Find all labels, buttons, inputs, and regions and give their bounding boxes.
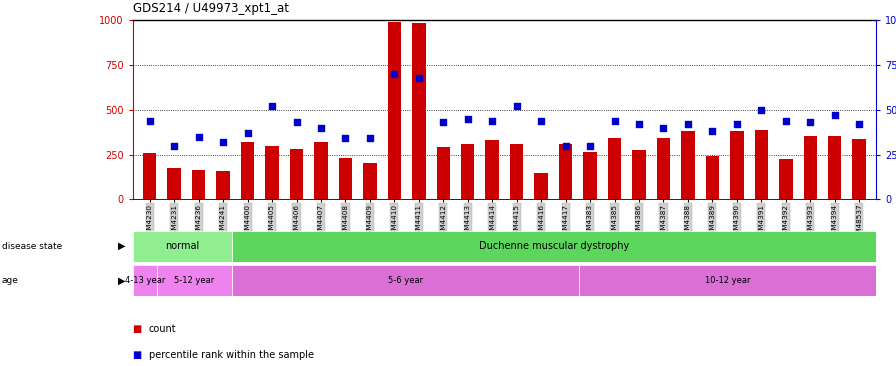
Text: ■: ■ xyxy=(133,350,145,360)
Bar xyxy=(657,138,670,199)
Bar xyxy=(706,156,719,199)
Point xyxy=(803,119,817,125)
Bar xyxy=(158,265,232,296)
Text: percentile rank within the sample: percentile rank within the sample xyxy=(149,350,314,360)
Bar xyxy=(388,22,401,199)
Point xyxy=(339,135,353,141)
Point xyxy=(828,112,842,118)
Text: normal: normal xyxy=(165,241,199,251)
Bar xyxy=(534,173,547,199)
Point xyxy=(681,121,695,127)
Text: Duchenne muscular dystrophy: Duchenne muscular dystrophy xyxy=(478,241,629,251)
Bar xyxy=(232,265,579,296)
Bar xyxy=(265,146,279,199)
Point xyxy=(216,139,230,145)
Bar xyxy=(168,168,181,199)
Bar xyxy=(436,147,450,199)
Point xyxy=(167,143,181,149)
Point xyxy=(852,121,866,127)
Point xyxy=(436,119,451,125)
Point xyxy=(265,103,280,109)
Bar xyxy=(314,142,328,199)
Bar xyxy=(681,131,694,199)
Point xyxy=(411,75,426,81)
Bar xyxy=(779,159,792,199)
Bar xyxy=(143,153,157,199)
Bar xyxy=(730,131,744,199)
Point xyxy=(583,143,598,149)
Bar xyxy=(133,265,158,296)
Point xyxy=(240,130,254,136)
Bar xyxy=(217,171,230,199)
Bar xyxy=(192,170,205,199)
Bar xyxy=(510,144,523,199)
Point xyxy=(485,117,499,123)
Text: ▶: ▶ xyxy=(118,276,125,286)
Bar xyxy=(828,136,841,199)
Point xyxy=(363,135,377,141)
Text: count: count xyxy=(149,324,177,335)
Point xyxy=(705,128,719,134)
Point xyxy=(558,143,573,149)
Bar xyxy=(852,139,866,199)
Point xyxy=(142,117,157,123)
Point xyxy=(387,71,401,77)
Point xyxy=(656,125,670,131)
Point xyxy=(289,119,304,125)
Bar xyxy=(754,130,768,199)
Text: age: age xyxy=(2,276,19,285)
Bar xyxy=(583,152,597,199)
Bar xyxy=(412,23,426,199)
Bar xyxy=(241,142,254,199)
Bar xyxy=(633,150,646,199)
Text: disease state: disease state xyxy=(2,242,62,251)
Point xyxy=(192,134,206,139)
Text: 4-13 year: 4-13 year xyxy=(125,276,165,285)
Bar xyxy=(289,149,303,199)
Bar xyxy=(363,163,376,199)
Text: GDS214 / U49973_xpt1_at: GDS214 / U49973_xpt1_at xyxy=(133,1,289,15)
Bar xyxy=(579,265,876,296)
Bar xyxy=(339,158,352,199)
Text: 5-6 year: 5-6 year xyxy=(388,276,423,285)
Bar xyxy=(804,136,817,199)
Text: ▶: ▶ xyxy=(118,241,125,251)
Bar xyxy=(607,138,621,199)
Point xyxy=(729,121,744,127)
Point xyxy=(607,117,622,123)
Bar xyxy=(559,144,573,199)
Bar xyxy=(461,144,475,199)
Bar xyxy=(133,231,232,262)
Text: 5-12 year: 5-12 year xyxy=(175,276,215,285)
Point xyxy=(314,125,328,131)
Point xyxy=(754,107,769,113)
Point xyxy=(534,117,548,123)
Bar xyxy=(232,231,876,262)
Text: 10-12 year: 10-12 year xyxy=(705,276,750,285)
Point xyxy=(510,103,524,109)
Point xyxy=(779,117,793,123)
Text: ■: ■ xyxy=(133,324,145,335)
Bar xyxy=(486,140,499,199)
Point xyxy=(632,121,646,127)
Point xyxy=(461,116,475,122)
